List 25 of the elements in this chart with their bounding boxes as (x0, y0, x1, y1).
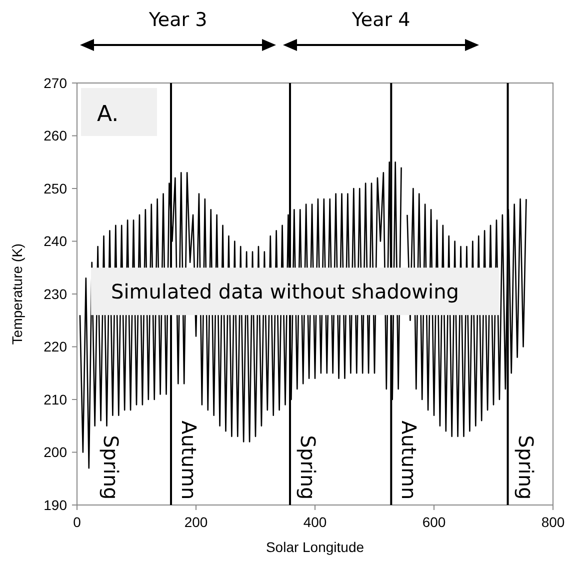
annotation: Simulated data without shadowing (111, 279, 459, 304)
y-tick-label: 210 (44, 391, 68, 408)
ref-line-label: Autumn (397, 420, 422, 500)
y-tick-label: 220 (44, 338, 68, 355)
annotation: Spring (99, 435, 123, 500)
x-tick-label: 0 (73, 514, 82, 530)
ref-line-label: Autumn (177, 420, 202, 500)
ref-line-label: Spring (514, 435, 538, 500)
y-tick-label: 190 (44, 496, 68, 513)
y-tick-label: 250 (44, 180, 68, 196)
x-axis-title: Solar Longitude (266, 539, 364, 555)
annotation: A. (97, 102, 119, 127)
y-axis-title: Temperature (K) (9, 243, 25, 345)
y-tick-label: 200 (44, 444, 68, 460)
x-tick-label: 200 (184, 514, 208, 530)
x-tick-label: 600 (422, 514, 446, 530)
x-tick-label: 800 (541, 514, 565, 530)
y-tick-label: 240 (44, 233, 68, 250)
y-tick-label: 260 (44, 128, 68, 144)
ref-line-label: Spring (296, 435, 320, 500)
text: Year 3 (148, 9, 208, 31)
y-tick-label: 230 (44, 286, 68, 302)
x-tick-label: 400 (303, 514, 327, 530)
text: Year 4 (350, 9, 410, 31)
y-tick-label: 270 (44, 74, 68, 91)
